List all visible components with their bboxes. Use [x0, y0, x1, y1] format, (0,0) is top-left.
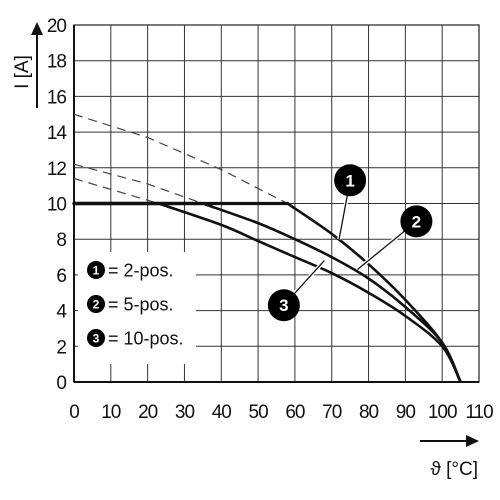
- y-tick-label: 20: [47, 16, 67, 37]
- series-3-dashed-line: [73, 177, 159, 205]
- legend-marker-2-icon: [87, 295, 105, 313]
- x-tick-labels: 0 10 20 30 40 50 60 70 80 90 100 110: [69, 402, 494, 423]
- y-tick-label: 16: [47, 87, 67, 108]
- x-tick-label: 70: [322, 402, 342, 423]
- x-axis-label: ϑ [°C]: [430, 459, 478, 480]
- legend-marker-3-icon: [87, 329, 105, 347]
- legend: 1 = 2-pos. 2 = 5-pos. 3 = 10-pos.: [78, 252, 196, 364]
- callout-3-number: 3: [279, 296, 288, 315]
- x-tick-label: 30: [175, 402, 195, 423]
- x-tick-label: 10: [101, 402, 121, 423]
- y-tick-label: 6: [56, 266, 66, 287]
- y-tick-label: 4: [56, 302, 67, 323]
- callout-1-badge-icon: [334, 164, 367, 197]
- callout-3-badge-icon: [267, 289, 300, 322]
- y-tick-label: 12: [47, 159, 67, 180]
- legend-label: = 5-pos.: [108, 295, 174, 315]
- y-axis-label-group: I [A]: [12, 22, 43, 108]
- series-callouts: 1 2 3: [267, 164, 433, 322]
- callout-2-badge-icon: [400, 205, 433, 238]
- y-tick-label: 8: [56, 230, 66, 251]
- x-axis-label-group: ϑ [°C]: [420, 435, 479, 480]
- legend-label: = 2-pos.: [108, 261, 174, 281]
- x-tick-label: 50: [249, 402, 269, 423]
- callout-1-number: 1: [345, 171, 354, 190]
- y-tick-label: 18: [47, 52, 67, 73]
- y-tick-label: 10: [47, 195, 67, 216]
- y-tick-labels: 0 2 4 6 8 10 12 14 16 18 20: [47, 16, 69, 394]
- series-1-dashed-line: [73, 113, 288, 205]
- curves: [72, 113, 462, 383]
- series-2-dashed-line: [73, 163, 204, 205]
- x-tick-label: 100: [428, 402, 457, 423]
- x-tick-label: 90: [396, 402, 416, 423]
- legend-marker-1-icon: [87, 261, 105, 279]
- y-tick-label: 0: [56, 373, 66, 394]
- series-1-line: [286, 202, 462, 383]
- x-tick-label: 40: [212, 402, 232, 423]
- legend-marker-number: 2: [93, 298, 100, 312]
- x-tick-label: 110: [465, 402, 493, 423]
- x-tick-label: 80: [359, 402, 379, 423]
- y-tick-label: 14: [47, 123, 68, 144]
- x-axis-arrowhead-icon: [466, 435, 479, 447]
- x-tick-label: 60: [285, 402, 305, 423]
- y-axis-label: I [A]: [12, 55, 33, 89]
- legend-label: = 10-pos.: [108, 329, 184, 349]
- y-tick-label: 2: [56, 337, 66, 358]
- x-tick-label: 20: [138, 402, 158, 423]
- x-tick-label: 0: [69, 402, 79, 423]
- legend-marker-number: 3: [93, 332, 100, 346]
- legend-marker-number: 1: [93, 264, 100, 278]
- series-3-line: [158, 202, 462, 383]
- y-axis-arrowhead-icon: [31, 22, 43, 35]
- series-2-line: [202, 202, 462, 383]
- callout-2-number: 2: [412, 212, 421, 231]
